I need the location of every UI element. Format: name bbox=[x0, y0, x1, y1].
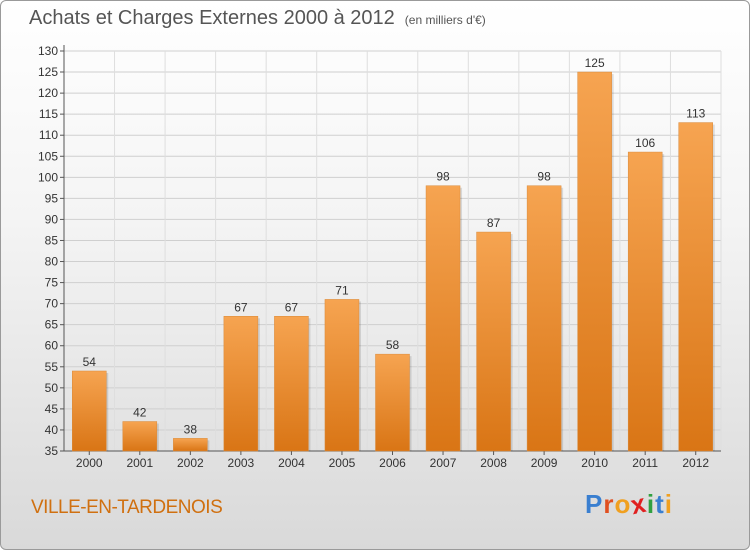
y-tick-label: 65 bbox=[45, 318, 59, 332]
bars bbox=[72, 71, 715, 452]
x-tick-label: 2006 bbox=[379, 456, 406, 470]
x-tick-label: 2005 bbox=[329, 456, 356, 470]
chart-title: Achats et Charges Externes 2000 à 2012 (e… bbox=[29, 7, 486, 30]
y-tick-label: 80 bbox=[45, 255, 59, 269]
y-tick-label: 40 bbox=[45, 423, 59, 437]
proxiti-logo: Proxiti bbox=[585, 488, 673, 521]
y-tick-label: 60 bbox=[45, 339, 59, 353]
unit-note: (en milliers d'€) bbox=[404, 13, 486, 27]
chart-title-text: Achats et Charges Externes 2000 à 2012 bbox=[29, 7, 395, 29]
bar bbox=[72, 370, 107, 452]
town-name: VILLE-EN-TARDENOIS bbox=[31, 497, 223, 518]
y-tick-label: 120 bbox=[38, 86, 58, 100]
x-tick-label: 2004 bbox=[278, 456, 305, 470]
data-label: 106 bbox=[635, 136, 655, 150]
x-tick-label: 2001 bbox=[126, 456, 153, 470]
data-label: 67 bbox=[234, 300, 248, 314]
y-tick-label: 70 bbox=[45, 297, 59, 311]
x-tick-label: 2011 bbox=[632, 456, 658, 470]
y-tick-label: 95 bbox=[45, 191, 59, 205]
y-tick-label: 100 bbox=[38, 170, 58, 184]
x-tick-label: 2002 bbox=[177, 456, 204, 470]
data-label: 54 bbox=[83, 355, 97, 369]
x-tick-label: 2003 bbox=[228, 456, 255, 470]
data-label: 71 bbox=[335, 283, 349, 297]
data-label: 42 bbox=[133, 406, 147, 420]
bar bbox=[375, 353, 410, 452]
data-label: 58 bbox=[386, 338, 400, 352]
data-label: 113 bbox=[686, 107, 705, 121]
y-tick-label: 55 bbox=[45, 360, 59, 374]
data-label: 98 bbox=[537, 170, 551, 184]
y-tick-label: 90 bbox=[45, 212, 59, 226]
y-tick-label: 105 bbox=[38, 149, 58, 163]
logo-letter: t bbox=[655, 489, 665, 519]
bar bbox=[476, 231, 511, 452]
bar bbox=[425, 185, 461, 452]
bar bbox=[223, 316, 259, 452]
x-tick-label: 2010 bbox=[581, 456, 608, 470]
y-tick-label: 35 bbox=[45, 444, 59, 458]
logo-letter: o bbox=[614, 489, 632, 519]
y-tick-label: 130 bbox=[38, 44, 58, 58]
bar bbox=[678, 122, 713, 452]
x-tick-label: 2012 bbox=[682, 456, 709, 470]
x-tick-label: 2009 bbox=[531, 456, 558, 470]
bar bbox=[577, 71, 612, 452]
y-tick-label: 45 bbox=[45, 402, 59, 416]
data-label: 98 bbox=[436, 170, 450, 184]
x-tick-label: 2000 bbox=[76, 456, 103, 470]
labels: 35 40 45 50 55 60 65 70 75 80 85 90 95 100 105 110 115 12… bbox=[38, 44, 709, 470]
bar bbox=[173, 438, 208, 452]
logo-letter: i bbox=[664, 489, 673, 519]
y-tick-label: 115 bbox=[39, 107, 58, 121]
y-tick-label: 75 bbox=[45, 276, 59, 290]
y-tick-label: 125 bbox=[38, 65, 58, 79]
bar bbox=[526, 185, 562, 452]
logo-letter: r bbox=[603, 489, 615, 519]
y-tick-label: 50 bbox=[45, 381, 59, 395]
x-tick-label: 2007 bbox=[430, 456, 457, 470]
bar bbox=[122, 421, 158, 452]
logo-letter: i bbox=[646, 489, 656, 519]
bar bbox=[274, 316, 309, 452]
bar bbox=[627, 151, 663, 452]
bar bbox=[324, 299, 360, 452]
y-tick-label: 85 bbox=[45, 233, 59, 247]
data-label: 67 bbox=[285, 300, 299, 314]
data-label: 87 bbox=[487, 216, 501, 230]
logo-letter: P bbox=[585, 489, 604, 519]
y-tick-label: 110 bbox=[39, 128, 58, 142]
data-label: 38 bbox=[184, 422, 198, 436]
data-label: 125 bbox=[585, 56, 605, 70]
x-tick-label: 2008 bbox=[480, 456, 507, 470]
